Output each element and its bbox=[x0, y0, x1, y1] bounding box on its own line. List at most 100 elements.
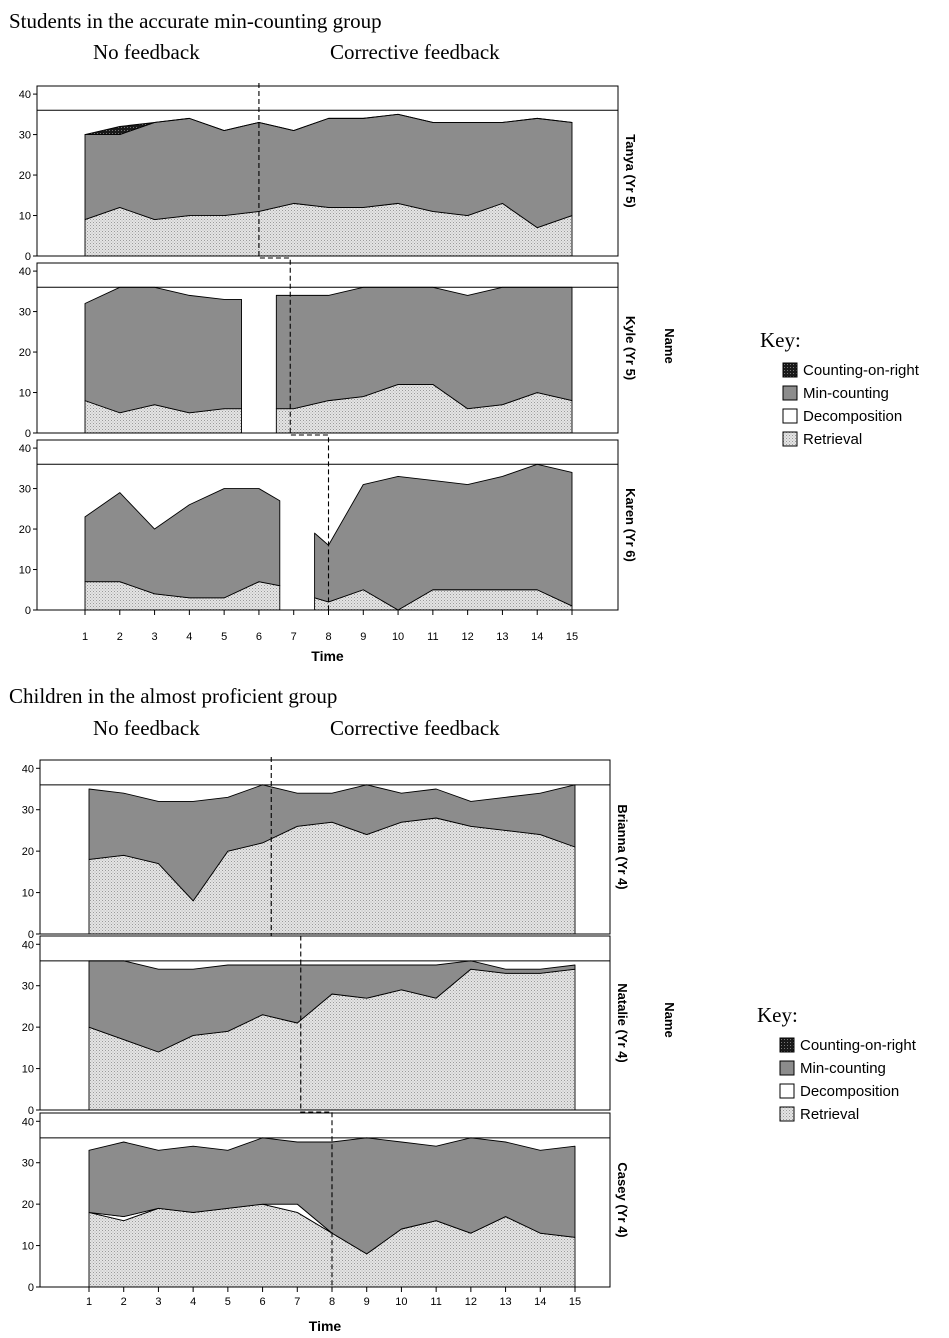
panel-name: Kyle (Yr 5) bbox=[623, 316, 638, 380]
phase-label-no-feedback: No feedback bbox=[93, 40, 200, 64]
chart-title: Children in the almost proficient group bbox=[9, 684, 337, 708]
panel-karen: 0 10 20 30 40 Karen (Yr 6) bbox=[19, 439, 638, 617]
y-tick-label: 30 bbox=[22, 981, 34, 993]
y-tick-label: 0 bbox=[25, 605, 31, 617]
x-tick-label: 4 bbox=[190, 1296, 196, 1308]
x-tick-label: 15 bbox=[569, 1296, 581, 1308]
panel-name: Casey (Yr 4) bbox=[615, 1162, 630, 1237]
phase-label-no-feedback: No feedback bbox=[93, 716, 200, 740]
y-tick-label: 20 bbox=[19, 170, 31, 182]
y-tick-label: 0 bbox=[28, 929, 34, 941]
legend-swatch-decomposition bbox=[782, 408, 798, 424]
y-tick-label: 10 bbox=[22, 1241, 34, 1253]
x-tick-label: 13 bbox=[496, 631, 508, 643]
phase-label-corrective-feedback: Corrective feedback bbox=[330, 716, 500, 740]
x-tick-label: 13 bbox=[499, 1296, 511, 1308]
x-tick-label: 5 bbox=[225, 1296, 231, 1308]
legend-label: Counting-on-right bbox=[803, 362, 920, 379]
x-tick-label: 3 bbox=[152, 631, 158, 643]
x-tick-label: 11 bbox=[430, 1296, 441, 1308]
y-tick-label: 30 bbox=[22, 805, 34, 817]
panel-natalie: 0 10 20 30 40 Natalie (Yr 4) bbox=[22, 935, 630, 1117]
x-tick-label: 15 bbox=[566, 631, 578, 643]
min-counting-area bbox=[84, 488, 281, 599]
legend-label: Retrieval bbox=[803, 431, 862, 448]
y-tick-label: 20 bbox=[22, 846, 34, 858]
y-tick-label: 30 bbox=[19, 307, 31, 319]
legend-title: Key: bbox=[757, 1003, 798, 1027]
y-tick-label: 40 bbox=[19, 89, 31, 101]
y-tick-label: 40 bbox=[22, 763, 34, 775]
legend-label: Min-counting bbox=[803, 385, 889, 402]
legend-label: Counting-on-right bbox=[800, 1037, 917, 1054]
x-tick-label: 12 bbox=[462, 631, 474, 643]
y-tick-label: 0 bbox=[25, 251, 31, 263]
x-tick-label: 10 bbox=[395, 1296, 407, 1308]
y-tick-label: 40 bbox=[22, 1116, 34, 1128]
legend-label: Min-counting bbox=[800, 1060, 886, 1077]
legend-label: Decomposition bbox=[800, 1083, 899, 1100]
y-tick-label: 10 bbox=[19, 211, 31, 223]
y-tick-label: 40 bbox=[19, 443, 31, 455]
y-tick-label: 40 bbox=[22, 939, 34, 951]
y-tick-label: 0 bbox=[28, 1105, 34, 1117]
x-tick-label: 11 bbox=[427, 631, 438, 643]
legend-swatch-decomposition bbox=[779, 1083, 795, 1099]
y-tick-label: 10 bbox=[19, 388, 31, 400]
panel-tanya: 0 10 20 30 40 Tanya (Yr 5) bbox=[19, 85, 638, 263]
y-tick-label: 30 bbox=[22, 1158, 34, 1170]
x-tick-label: 3 bbox=[155, 1296, 161, 1308]
y-tick-label: 30 bbox=[19, 484, 31, 496]
x-tick-label: 9 bbox=[364, 1296, 370, 1308]
panel-name: Brianna (Yr 4) bbox=[615, 804, 630, 889]
x-tick-label: 1 bbox=[86, 1296, 92, 1308]
y-tick-label: 10 bbox=[22, 1064, 34, 1076]
x-tick-label: 1 bbox=[82, 631, 88, 643]
x-tick-label: 2 bbox=[117, 631, 123, 643]
chart-title: Students in the accurate min-counting gr… bbox=[9, 9, 382, 33]
x-tick-label: 7 bbox=[291, 631, 297, 643]
legend-swatch-counting-on-right bbox=[779, 1037, 795, 1053]
min-counting-area bbox=[88, 960, 576, 1053]
x-tick-label: 5 bbox=[221, 631, 227, 643]
y-tick-label: 0 bbox=[25, 428, 31, 440]
y-tick-label: 10 bbox=[22, 888, 34, 900]
phase-change-line bbox=[270, 757, 333, 1289]
legend-swatch-counting-on-right bbox=[782, 362, 798, 378]
panel-name: Karen (Yr 6) bbox=[623, 488, 638, 562]
min-counting-area bbox=[314, 463, 573, 611]
phase-change-line bbox=[258, 83, 330, 612]
legend-title: Key: bbox=[760, 328, 801, 352]
legend-swatch-retrieval bbox=[782, 431, 798, 447]
y-tick-label: 20 bbox=[19, 524, 31, 536]
x-tick-label: 8 bbox=[325, 631, 331, 643]
x-axis-label: Time bbox=[311, 648, 344, 664]
x-tick-label: 7 bbox=[294, 1296, 300, 1308]
x-tick-label: 10 bbox=[392, 631, 404, 643]
y-tick-label: 0 bbox=[28, 1282, 34, 1294]
x-tick-label: 14 bbox=[534, 1296, 546, 1308]
x-tick-label: 14 bbox=[531, 631, 543, 643]
x-axis-label: Time bbox=[309, 1318, 342, 1334]
panel-name: Natalie (Yr 4) bbox=[615, 983, 630, 1062]
y-tick-label: 10 bbox=[19, 565, 31, 577]
x-tick-label: 6 bbox=[256, 631, 262, 643]
phase-label-corrective-feedback: Corrective feedback bbox=[330, 40, 500, 64]
legend-label: Decomposition bbox=[803, 408, 902, 425]
y-tick-label: 20 bbox=[19, 347, 31, 359]
legend-swatch-retrieval bbox=[779, 1106, 795, 1122]
facet-axis-label: Name bbox=[662, 1002, 677, 1037]
y-tick-label: 20 bbox=[22, 1199, 34, 1211]
x-tick-label: 4 bbox=[186, 631, 192, 643]
min-counting-area bbox=[84, 286, 242, 414]
y-tick-label: 30 bbox=[19, 130, 31, 142]
x-tick-label: 12 bbox=[465, 1296, 477, 1308]
panel-brianna: 0 10 20 30 40 Brianna (Yr 4) bbox=[22, 759, 630, 941]
y-tick-label: 20 bbox=[22, 1022, 34, 1034]
facet-axis-label: Name bbox=[662, 328, 677, 363]
panel-casey: 0 10 20 30 40 Casey (Yr 4) bbox=[22, 1112, 630, 1294]
x-tick-label: 8 bbox=[329, 1296, 335, 1308]
legend-label: Retrieval bbox=[800, 1106, 859, 1123]
y-tick-label: 40 bbox=[19, 266, 31, 278]
